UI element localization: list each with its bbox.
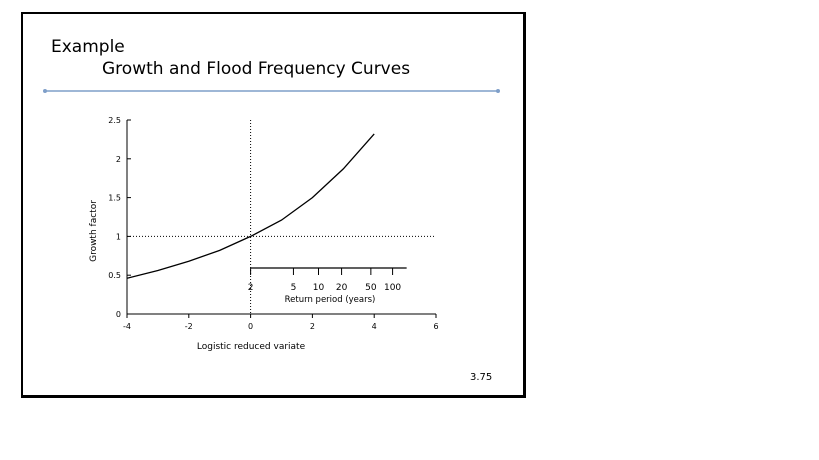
return-period-tick-label: 5 <box>291 283 297 293</box>
y-tick-label: 1 <box>116 232 121 241</box>
page-number: 3.75 <box>470 372 493 383</box>
x-tick-label: 4 <box>372 322 377 331</box>
return-period-tick-label: 10 <box>313 283 325 293</box>
x-tick-label: 2 <box>310 322 315 331</box>
y-tick-label: 0 <box>116 310 121 319</box>
slide-title: Example <box>51 37 125 57</box>
x-axis-label: Logistic reduced variate <box>197 342 306 352</box>
rule-dot-left <box>43 89 47 93</box>
x-tick-label: -4 <box>123 322 131 331</box>
return-period-tick-label: 100 <box>384 283 401 293</box>
rule-dot-right <box>496 89 500 93</box>
slide-frame <box>21 12 526 398</box>
x-tick-label: -2 <box>185 322 193 331</box>
secondary-axis-label: Return period (years) <box>285 295 376 305</box>
x-tick-label: 6 <box>433 322 438 331</box>
y-tick-label: 1.5 <box>108 194 121 203</box>
return-period-tick-label: 50 <box>365 283 377 293</box>
y-tick-label: 2 <box>116 155 121 164</box>
y-axis-label: Growth factor <box>89 200 99 262</box>
slide-subtitle: Growth and Flood Frequency Curves <box>102 59 411 79</box>
return-period-tick-label: 20 <box>336 283 348 293</box>
y-tick-label: 2.5 <box>108 116 121 125</box>
x-tick-label: 0 <box>248 322 253 331</box>
y-tick-label: 0.5 <box>108 271 121 280</box>
growth-curve-line <box>126 133 375 279</box>
return-period-tick-label: 2 <box>248 283 254 293</box>
